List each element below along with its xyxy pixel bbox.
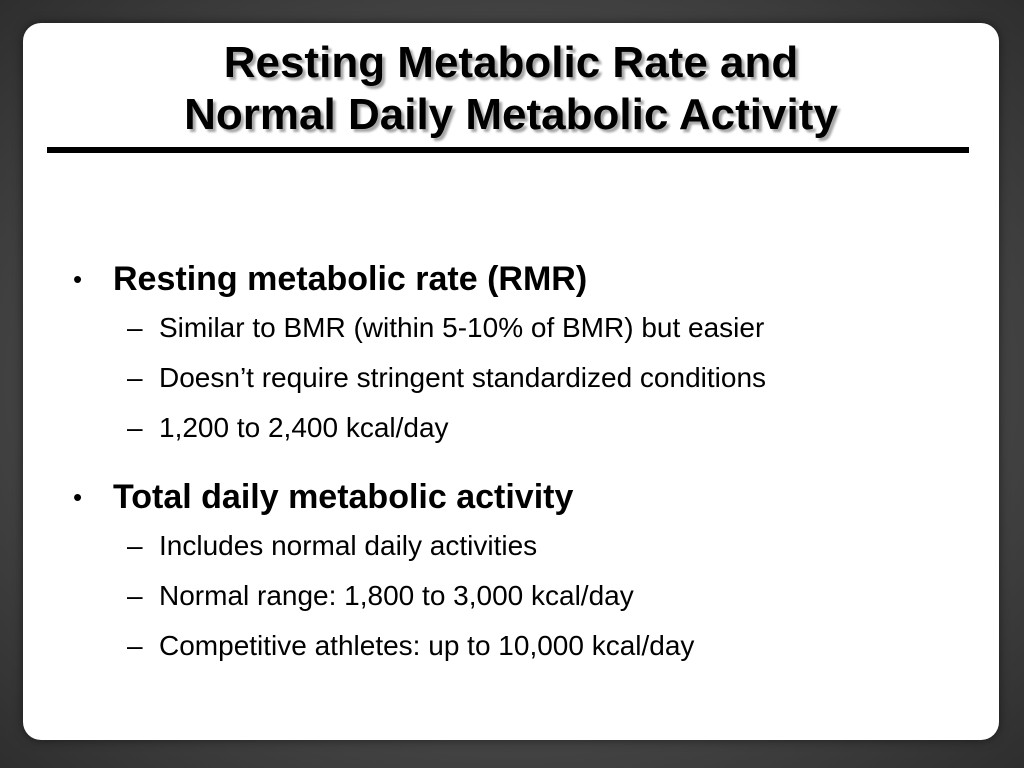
sub-bullet-item: – Doesn’t require stringent standardized… <box>113 353 971 403</box>
slide: Resting Metabolic Rate and Normal Daily … <box>23 23 999 740</box>
bullet-heading: Total daily metabolic activity <box>113 478 574 516</box>
sub-bullet-list: – Similar to BMR (within 5-10% of BMR) b… <box>113 303 971 453</box>
sub-bullet-item: – Competitive athletes: up to 10,000 kca… <box>113 621 971 671</box>
dash-icon: – <box>127 580 143 611</box>
sub-bullet-item: – 1,200 to 2,400 kcal/day <box>113 403 971 453</box>
sub-bullet-item: – Similar to BMR (within 5-10% of BMR) b… <box>113 303 971 353</box>
sub-bullet-text: 1,200 to 2,400 kcal/day <box>159 412 449 443</box>
dash-icon: – <box>127 630 143 661</box>
slide-title: Resting Metabolic Rate and Normal Daily … <box>23 37 999 141</box>
title-divider <box>47 147 969 153</box>
sub-bullet-text: Competitive athletes: up to 10,000 kcal/… <box>159 630 695 661</box>
dash-icon: – <box>127 412 143 443</box>
title-line-2: Normal Daily Metabolic Activity <box>184 90 838 139</box>
sub-bullet-item: – Normal range: 1,800 to 3,000 kcal/day <box>113 571 971 621</box>
bullet-item-rmr: • Resting metabolic rate (RMR) – Similar… <box>71 255 971 453</box>
sub-bullet-list: – Includes normal daily activities – Nor… <box>113 521 971 671</box>
title-line-1: Resting Metabolic Rate and <box>223 38 799 87</box>
bullet-icon: • <box>73 264 83 294</box>
sub-bullet-item: – Includes normal daily activities <box>113 521 971 571</box>
sub-bullet-text: Similar to BMR (within 5-10% of BMR) but… <box>159 312 765 343</box>
bullet-item-total-daily: • Total daily metabolic activity – Inclu… <box>71 473 971 671</box>
sub-bullet-text: Normal range: 1,800 to 3,000 kcal/day <box>159 580 634 611</box>
bullet-icon: • <box>73 482 83 512</box>
bullet-heading: Resting metabolic rate (RMR) <box>113 260 588 298</box>
bullet-list: • Resting metabolic rate (RMR) – Similar… <box>71 255 971 671</box>
sub-bullet-text: Doesn’t require stringent standardized c… <box>159 362 767 393</box>
dash-icon: – <box>127 362 143 393</box>
sub-bullet-text: Includes normal daily activities <box>159 530 538 561</box>
dash-icon: – <box>127 530 143 561</box>
dash-icon: – <box>127 312 143 343</box>
